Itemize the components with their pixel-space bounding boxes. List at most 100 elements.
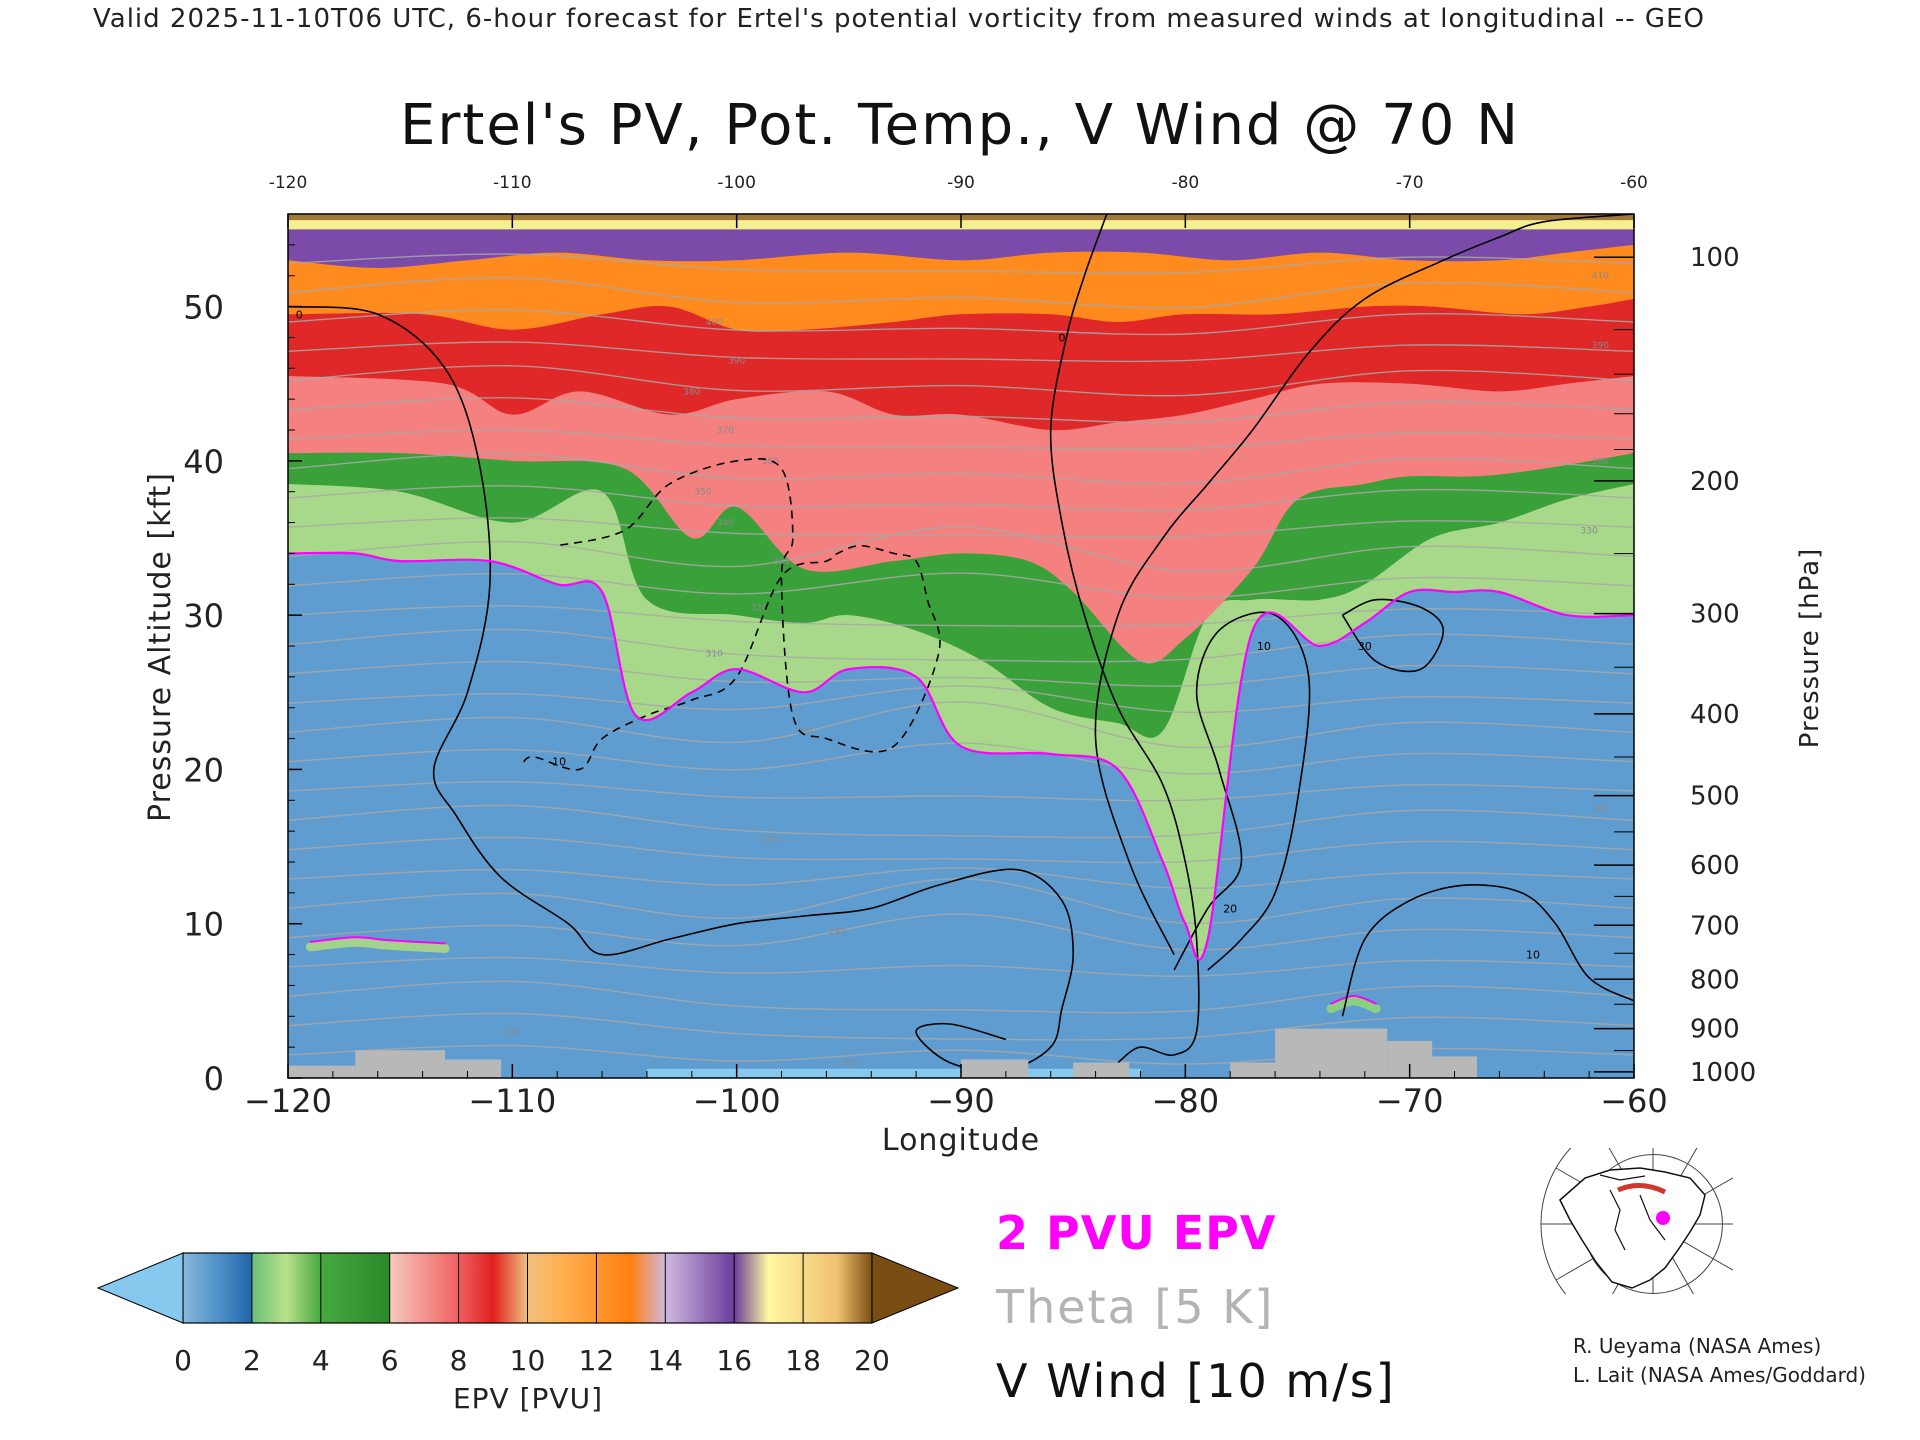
wind-contour xyxy=(523,457,941,771)
wind-contour xyxy=(1173,611,1311,971)
theta-label: 370 xyxy=(717,426,734,436)
inset-coastline xyxy=(1599,1174,1666,1251)
colorbar-tick-label: 18 xyxy=(785,1344,821,1377)
wind-contour-label: 10 xyxy=(1257,640,1271,653)
y-tick-label: 50 xyxy=(183,289,224,327)
pressure-tick-label: 900 xyxy=(1690,1015,1740,1045)
pressure-tick-label: 500 xyxy=(1690,782,1740,812)
theta-isentrope xyxy=(288,429,1634,451)
epv-bands xyxy=(288,214,1634,1078)
y-tick-label: 10 xyxy=(183,906,224,944)
theta-lines: 4104003903803703603503403303203103002902… xyxy=(288,253,1634,1069)
x-tick-label: −70 xyxy=(1376,1082,1444,1120)
terrain-block xyxy=(961,1059,1029,1078)
colorbar-tick-label: 6 xyxy=(381,1344,399,1377)
terrain-block xyxy=(1073,1062,1130,1078)
x-tick-label: −120 xyxy=(244,1082,332,1120)
colorbar-tick-label: 4 xyxy=(312,1344,330,1377)
pressure-tick-label: 300 xyxy=(1690,600,1740,630)
x-tick-label-top: -70 xyxy=(1396,173,1424,193)
theta-isentrope xyxy=(288,836,1634,864)
pv-blob-edge xyxy=(309,936,446,945)
terrain-block xyxy=(288,1065,356,1078)
theta-label: 350 xyxy=(694,488,711,498)
theta-isentrope xyxy=(288,605,1634,627)
x-tick-label: −90 xyxy=(927,1082,995,1120)
x-tick-label: −80 xyxy=(1152,1082,1220,1120)
theta-isentrope xyxy=(288,660,1634,687)
wind-contour-label: 0 xyxy=(1058,331,1065,344)
theta-label: 290 xyxy=(762,835,779,845)
theta-isentrope xyxy=(288,309,1634,336)
theta-isentrope xyxy=(288,804,1634,839)
near-surface-low-pv xyxy=(646,1068,1141,1078)
theta-label: 410 xyxy=(1592,272,1609,282)
wind-contour-label: 30 xyxy=(1358,640,1372,653)
theta-label: 280 xyxy=(829,927,846,937)
wind-contour-label: 20 xyxy=(1223,902,1237,915)
wind-contour xyxy=(288,305,1075,1072)
colorbar-label: EPV [PVU] xyxy=(453,1382,603,1415)
theta-isentrope xyxy=(288,526,1634,573)
pressure-tick-label: 100 xyxy=(1690,243,1740,273)
theta-label: 270 xyxy=(504,1028,521,1038)
colorbar-tick-label: 12 xyxy=(579,1344,615,1377)
theta-label: 40 xyxy=(1595,804,1607,814)
theta-label: 300 xyxy=(795,727,812,737)
theta-label: 330 xyxy=(773,557,790,567)
inset-track xyxy=(1616,1183,1667,1195)
wind-contour xyxy=(1341,884,1634,1017)
pv2-contour xyxy=(288,551,1634,961)
pressure-tick-label: 400 xyxy=(1690,700,1740,730)
x-axis-label: Longitude xyxy=(882,1123,1040,1158)
chart-title: Ertel's PV, Pot. Temp., V Wind @ 70 N xyxy=(399,93,1521,158)
legend-wind: V Wind [10 m/s] xyxy=(996,1354,1396,1408)
colorbar-tick-label: 10 xyxy=(510,1344,546,1377)
wind-contour xyxy=(1341,598,1445,673)
theta-label: 320 xyxy=(751,603,768,613)
inset-map xyxy=(1533,1148,1733,1294)
theta-isentrope xyxy=(288,781,1634,802)
x-tick-label-top: -90 xyxy=(947,173,975,193)
theta-label: 310 xyxy=(706,650,723,660)
wind-contour-label: -10 xyxy=(548,756,566,769)
theta-isentrope xyxy=(288,517,1634,538)
theta-isentrope xyxy=(288,277,1634,309)
terrain-block xyxy=(1432,1056,1477,1078)
theta-label: 380 xyxy=(683,387,700,397)
x-tick-label-top: -80 xyxy=(1171,173,1199,193)
theta-label: 260 xyxy=(840,1059,857,1069)
theta-isentrope xyxy=(288,1012,1634,1041)
colorbar: 0 2 4 6 8 10 12 14 16 18 20 EPV [PVU] xyxy=(96,1252,960,1415)
colorbar-tick-label: 14 xyxy=(647,1344,683,1377)
pv2-line xyxy=(288,551,1634,961)
pressure-tick-label: 600 xyxy=(1690,851,1740,881)
pv-blob xyxy=(1326,996,1381,1014)
theta-isentrope xyxy=(288,485,1634,512)
x-tick-label-top: -60 xyxy=(1620,173,1648,193)
wind-contour-label: 10 xyxy=(1526,949,1540,962)
terrain-block xyxy=(1230,1062,1276,1078)
wind-contour xyxy=(1094,214,1634,955)
theta-isentrope xyxy=(288,253,1634,275)
x-tick-label-top: -110 xyxy=(493,173,532,193)
theta-isentrope xyxy=(288,980,1634,1014)
terrain-block xyxy=(445,1059,502,1078)
wind-contour xyxy=(1049,214,1200,1064)
pv-blob xyxy=(305,937,450,953)
y-axis-label: Pressure Altitude [kft] xyxy=(143,472,178,822)
colorbar-tick-label: 16 xyxy=(716,1344,752,1377)
wind-contour-label: 0 xyxy=(296,308,303,321)
theta-isentrope xyxy=(288,701,1634,749)
theta-isentrope xyxy=(288,913,1634,951)
x-tick-label: −100 xyxy=(693,1082,781,1120)
terrain-block xyxy=(1275,1028,1388,1078)
pv-blob-edge xyxy=(1330,994,1377,1005)
theta-label: 390 xyxy=(1592,341,1609,351)
colorbar-tick-label: 0 xyxy=(174,1344,192,1377)
y2-axis-label: Pressure [hPa] xyxy=(1795,548,1825,749)
axes: −120-120−110-110−100-100−90-90−80-80−70-… xyxy=(143,173,1825,1158)
theta-label: 400 xyxy=(706,318,723,328)
theta-isentrope xyxy=(288,364,1634,397)
theta-isentrope xyxy=(288,742,1634,775)
